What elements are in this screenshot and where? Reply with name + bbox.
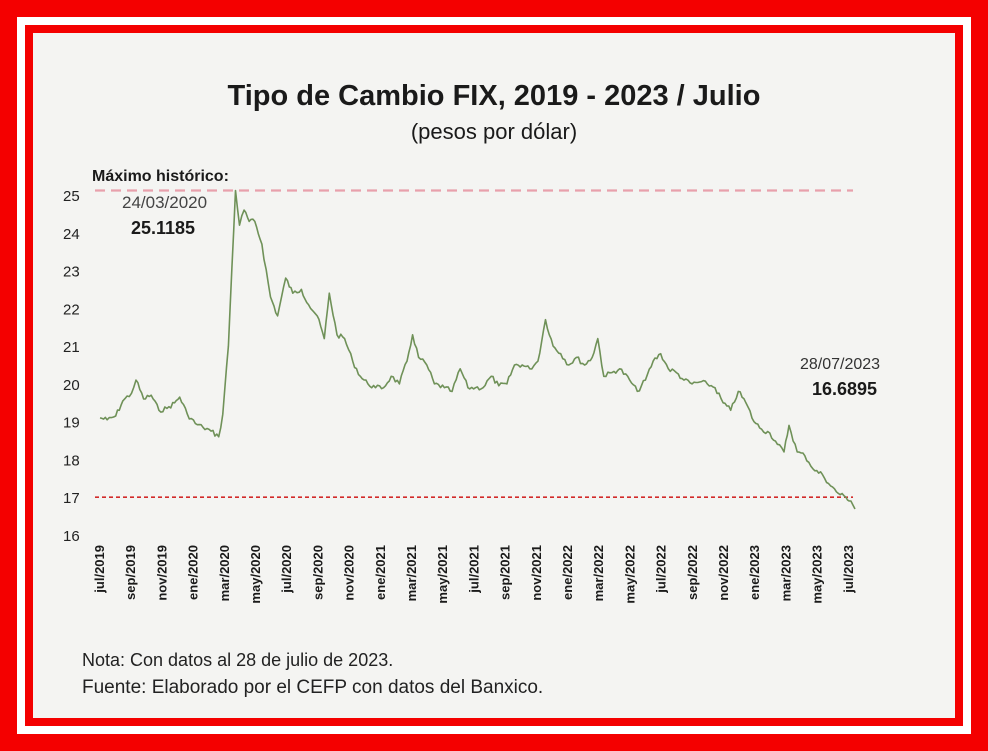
y-tick-label: 21 [63, 339, 80, 356]
x-tick-label: nov/2022 [716, 545, 731, 601]
x-tick-label: ene/2023 [747, 545, 762, 600]
x-tick-label: ene/2022 [560, 545, 575, 600]
chart-note: Nota: Con datos al 28 de julio de 2023. [82, 650, 394, 670]
y-tick-label: 22 [63, 301, 80, 318]
x-tick-label: may/2022 [622, 545, 637, 604]
x-tick-label: mar/2023 [778, 545, 793, 601]
y-tick-label: 16 [63, 528, 80, 545]
x-tick-label: sep/2021 [498, 545, 513, 600]
x-tick-label: mar/2020 [217, 545, 232, 601]
exchange-rate-series-line [99, 189, 856, 510]
x-tick-label: mar/2022 [591, 545, 606, 601]
x-tick-label: jul/2020 [279, 545, 294, 594]
x-tick-label: jul/2023 [841, 545, 856, 594]
x-tick-label: nov/2021 [529, 545, 544, 601]
last-annotation-value: 16.6895 [812, 379, 877, 399]
x-tick-label: ene/2021 [373, 545, 388, 600]
x-tick-label: ene/2020 [186, 545, 201, 600]
y-tick-label: 20 [63, 377, 80, 394]
y-tick-label: 25 [63, 188, 80, 205]
chart-title: Tipo de Cambio FIX, 2019 - 2023 / Julio [227, 80, 761, 112]
x-tick-label: sep/2019 [123, 545, 138, 600]
chart-subtitle: (pesos por dólar) [410, 119, 578, 144]
x-tick-label: may/2020 [248, 545, 263, 604]
max-annotation-value: 25.1185 [131, 218, 195, 238]
max-annotation-date: 24/03/2020 [122, 193, 207, 212]
x-tick-label: sep/2022 [685, 545, 700, 600]
last-annotation-date: 28/07/2023 [800, 356, 880, 373]
max-annotation-label: Máximo histórico: [92, 168, 229, 185]
y-tick-label: 17 [63, 490, 80, 507]
x-tick-label: jul/2019 [92, 545, 107, 594]
x-tick-label: jul/2022 [654, 545, 669, 594]
x-tick-label: may/2021 [435, 545, 450, 604]
y-tick-label: 23 [63, 264, 80, 281]
x-tick-label: may/2023 [810, 545, 825, 604]
y-tick-label: 24 [63, 226, 80, 243]
chart-source: Fuente: Elaborado por el CEFP con datos … [82, 677, 544, 698]
x-tick-label: nov/2020 [342, 545, 357, 601]
x-tick-label: mar/2021 [404, 545, 419, 601]
y-tick-label: 18 [63, 452, 80, 469]
x-tick-label: nov/2019 [154, 545, 169, 601]
chart-panel [33, 33, 955, 718]
x-tick-label: jul/2021 [466, 545, 481, 594]
x-tick-label: sep/2020 [310, 545, 325, 600]
y-tick-label: 19 [63, 415, 80, 432]
